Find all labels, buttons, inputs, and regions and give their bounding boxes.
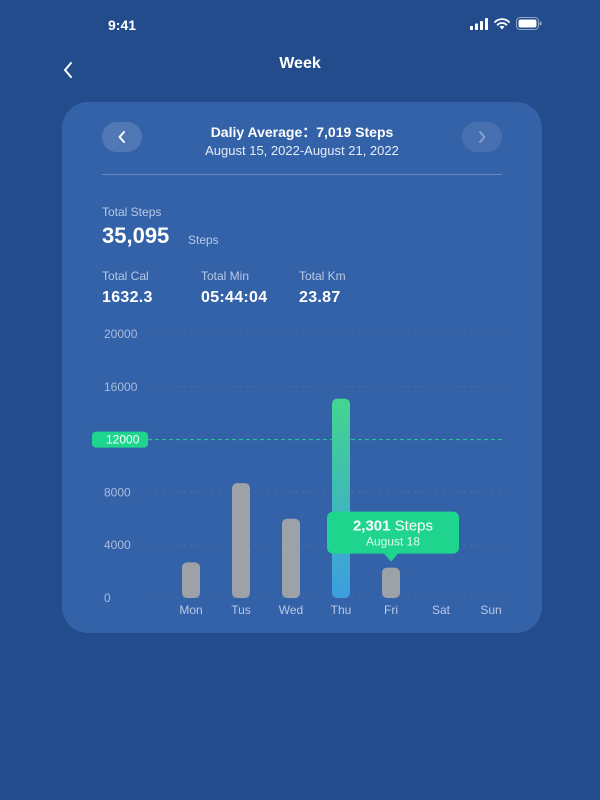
total-cal-label: Total Cal <box>102 269 149 283</box>
y-tick-label: 4000 <box>104 538 131 552</box>
chevron-left-icon <box>64 62 72 78</box>
wifi-icon <box>494 17 510 29</box>
status-time: 9:41 <box>108 17 137 33</box>
total-cal-value: 1632.3 <box>102 289 153 306</box>
x-tick-label: Fri <box>384 603 398 617</box>
bar <box>282 518 300 598</box>
back-button[interactable] <box>54 56 82 84</box>
x-tick-label: Thu <box>331 603 352 617</box>
total-km-value: 23.87 <box>299 289 341 306</box>
total-steps-label: Total Steps <box>102 205 162 219</box>
weekly-steps-chart: 20000 16000 8000 4000 0 12000 Mon Tus Wed Thu Fri S… <box>92 327 502 617</box>
y-tick-label: 16000 <box>104 380 138 394</box>
y-tick-label: 0 <box>104 591 111 605</box>
x-tick-label: Sun <box>480 603 501 617</box>
nav-bar: Week <box>0 50 600 90</box>
total-steps-value: 35,095 <box>102 223 170 248</box>
tooltip-value: 2,301 Steps <box>353 518 433 535</box>
goal-label: 12000 <box>106 433 140 447</box>
x-tick-label: Tus <box>231 603 251 617</box>
total-min-label: Total Min <box>201 269 250 283</box>
bar <box>382 567 400 598</box>
status-icons <box>470 17 542 30</box>
x-tick-label: Mon <box>179 603 202 617</box>
y-tick-label: 8000 <box>104 485 131 499</box>
status-bar: 9:41 <box>0 0 600 50</box>
bar <box>232 483 250 598</box>
battery-icon <box>516 17 542 30</box>
date-range: August 15, 2022-August 21, 2022 <box>205 143 399 158</box>
previous-week-button[interactable] <box>102 122 142 152</box>
goal-badge <box>92 431 148 448</box>
weekly-summary-card: Daliy Average：7,019 Steps August 15, 202… <box>62 102 542 633</box>
total-min-value: 05:44:04 <box>201 289 268 306</box>
tooltip-box <box>327 511 459 554</box>
bar <box>182 562 200 598</box>
next-week-button[interactable] <box>462 122 502 152</box>
page-title: Week <box>279 55 321 72</box>
tooltip-date: August 18 <box>366 535 420 549</box>
total-km-label: Total Km <box>299 269 346 283</box>
divider <box>102 174 502 175</box>
total-steps-unit: Steps <box>188 233 219 247</box>
tooltip-pointer <box>384 553 398 562</box>
daily-average: Daliy Average：7,019 Steps <box>210 124 394 140</box>
x-tick-label: Wed <box>279 603 303 617</box>
x-tick-label: Sat <box>432 603 451 617</box>
y-tick-label: 20000 <box>104 327 138 341</box>
bar <box>332 398 350 598</box>
chevron-left-icon <box>118 131 125 143</box>
chevron-right-icon <box>479 131 486 143</box>
cellular-signal-icon <box>470 17 488 30</box>
